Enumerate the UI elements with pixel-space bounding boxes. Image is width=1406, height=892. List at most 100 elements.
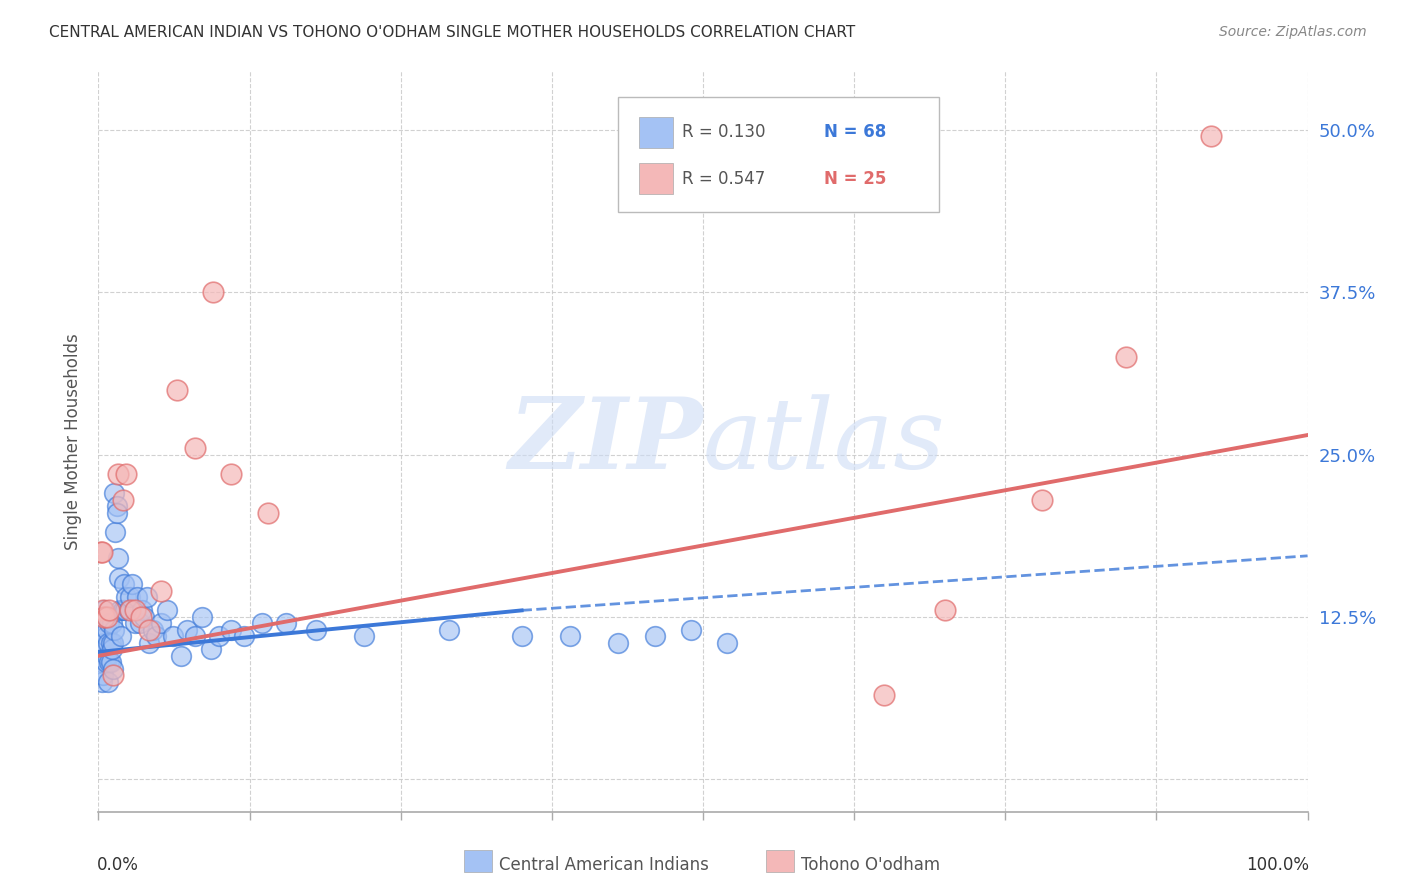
Point — [94, 656, 117, 670]
Point — [107, 467, 129, 481]
Point — [274, 616, 297, 631]
Point — [96, 610, 118, 624]
Point — [129, 610, 152, 624]
Point — [93, 610, 115, 624]
Point — [134, 610, 156, 624]
Point — [873, 688, 896, 702]
Point — [150, 616, 173, 631]
Point — [114, 603, 136, 617]
Point — [250, 616, 273, 631]
Text: N = 25: N = 25 — [824, 169, 886, 187]
Point — [305, 623, 328, 637]
Point — [169, 648, 191, 663]
Point — [156, 603, 179, 617]
Text: 0.0%: 0.0% — [97, 856, 139, 874]
Point — [437, 623, 460, 637]
Point — [115, 591, 138, 605]
Text: atlas: atlas — [703, 394, 946, 489]
Point — [127, 591, 149, 605]
Point — [176, 623, 198, 637]
Point — [101, 668, 124, 682]
Point — [94, 629, 117, 643]
Point — [135, 591, 157, 605]
Point — [353, 629, 375, 643]
Point — [131, 603, 153, 617]
Text: Tohono O'odham: Tohono O'odham — [801, 856, 941, 874]
Point — [184, 629, 207, 643]
Point — [118, 603, 141, 617]
Point — [103, 623, 125, 637]
Point — [115, 467, 138, 481]
Point — [644, 629, 666, 643]
Point — [166, 383, 188, 397]
Point — [124, 616, 146, 631]
Point — [91, 545, 114, 559]
Point — [108, 571, 131, 585]
Point — [191, 610, 214, 624]
Point — [90, 545, 112, 559]
Point — [232, 629, 254, 643]
Point — [558, 629, 581, 643]
Point — [103, 486, 125, 500]
FancyBboxPatch shape — [619, 97, 939, 212]
Point — [118, 591, 141, 605]
Y-axis label: Single Mother Households: Single Mother Households — [65, 334, 83, 549]
Point — [96, 623, 118, 637]
Point — [101, 636, 124, 650]
Text: N = 68: N = 68 — [824, 123, 886, 141]
Point — [716, 636, 738, 650]
Point — [107, 551, 129, 566]
Text: R = 0.130: R = 0.130 — [682, 123, 782, 141]
Point — [934, 603, 956, 617]
Point — [91, 674, 114, 689]
Point — [607, 636, 630, 650]
Text: 100.0%: 100.0% — [1246, 856, 1309, 874]
Point — [138, 623, 160, 637]
Point — [90, 656, 112, 670]
Point — [162, 629, 184, 643]
Point — [200, 642, 222, 657]
Point — [91, 603, 114, 617]
Point — [256, 506, 278, 520]
Point — [98, 656, 121, 670]
Text: R = 0.547: R = 0.547 — [682, 169, 782, 187]
Point — [124, 603, 146, 617]
Point — [118, 603, 141, 617]
Point — [221, 623, 243, 637]
Point — [93, 603, 115, 617]
Point — [96, 648, 118, 663]
FancyBboxPatch shape — [638, 117, 673, 147]
Point — [93, 636, 115, 650]
Point — [121, 577, 143, 591]
Point — [679, 623, 702, 637]
Point — [110, 629, 132, 643]
Point — [91, 642, 114, 657]
Point — [100, 642, 122, 657]
Point — [184, 441, 207, 455]
Point — [105, 500, 128, 514]
Point — [142, 623, 165, 637]
Point — [1115, 350, 1137, 364]
Point — [1031, 493, 1053, 508]
Point — [108, 603, 131, 617]
Text: Source: ZipAtlas.com: Source: ZipAtlas.com — [1219, 25, 1367, 39]
FancyBboxPatch shape — [638, 163, 673, 194]
Text: ZIP: ZIP — [508, 393, 703, 490]
Point — [104, 525, 127, 540]
Point — [105, 506, 128, 520]
Point — [128, 616, 150, 631]
Point — [111, 603, 134, 617]
Point — [150, 583, 173, 598]
Point — [208, 629, 231, 643]
Text: Central American Indians: Central American Indians — [499, 856, 709, 874]
Point — [91, 623, 114, 637]
Text: CENTRAL AMERICAN INDIAN VS TOHONO O'ODHAM SINGLE MOTHER HOUSEHOLDS CORRELATION C: CENTRAL AMERICAN INDIAN VS TOHONO O'ODHA… — [49, 25, 855, 40]
Point — [100, 656, 122, 670]
Point — [138, 636, 160, 650]
Point — [202, 285, 225, 300]
Point — [111, 493, 134, 508]
Point — [112, 577, 135, 591]
Point — [510, 629, 533, 643]
Point — [97, 674, 120, 689]
Point — [100, 636, 122, 650]
